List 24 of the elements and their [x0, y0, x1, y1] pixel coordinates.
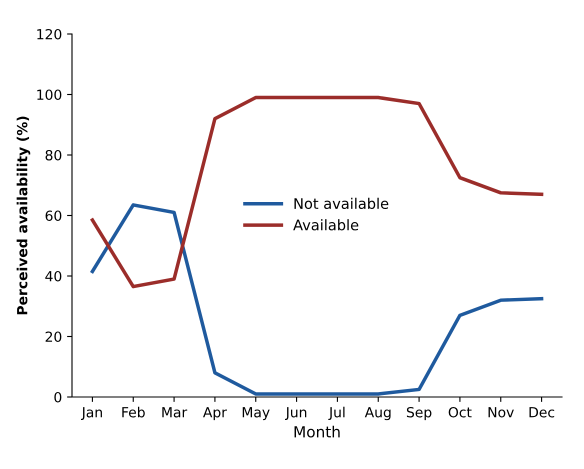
x-tick-label: Jun: [285, 407, 306, 420]
x-tick-label: Jan: [80, 407, 102, 420]
x-tick-label: Dec: [530, 407, 554, 418]
legend-label: Available: [293, 219, 358, 230]
x-tick-label: Sep: [406, 406, 432, 420]
x-tick-label: Jul: [328, 406, 344, 420]
x-tick-label: Nov: [488, 407, 514, 418]
x-axis-title: Month: [294, 426, 340, 438]
y-axis-title: Perceived availability (%): [16, 116, 30, 314]
y-tick-label: 100: [37, 89, 62, 100]
x-tick-label: Aug: [364, 407, 391, 420]
y-tick-label: 20: [46, 331, 62, 342]
x-tick-label: Feb: [122, 406, 145, 418]
y-tick-label: 40: [45, 270, 62, 282]
y-tick-label: 0: [54, 392, 62, 402]
legend-label: Not available: [294, 198, 388, 210]
x-tick-label: May: [242, 407, 270, 420]
x-tick-label: Oct: [448, 406, 472, 418]
x-tick-label: Mar: [162, 407, 188, 418]
y-tick-label: 80: [46, 150, 62, 160]
y-tick-label: 120: [37, 28, 62, 40]
x-tick-label: Apr: [203, 407, 227, 420]
line-series: [90, 96, 544, 288]
y-tick-label: 60: [46, 210, 62, 221]
